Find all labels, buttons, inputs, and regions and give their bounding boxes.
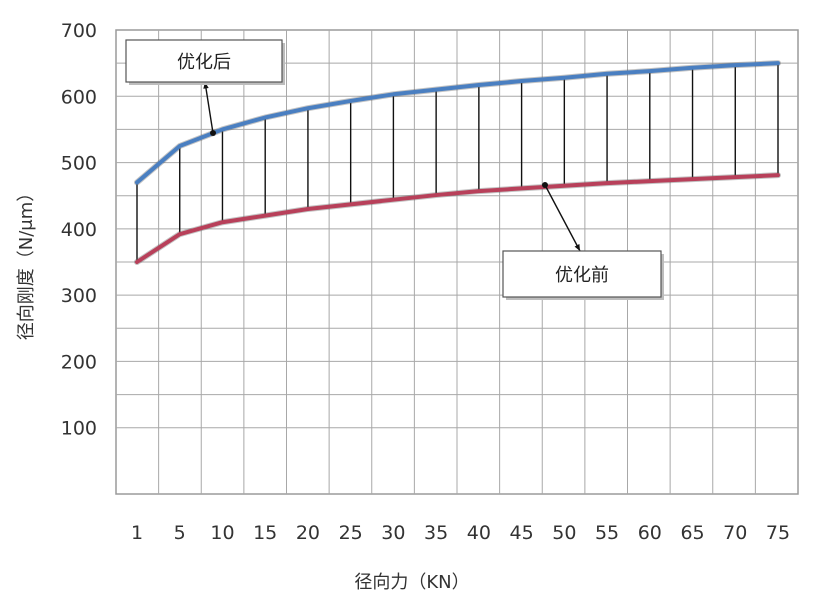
data-point [178, 232, 182, 236]
callout-label: 优化前 [555, 265, 609, 286]
x-tick-label: 25 [339, 522, 363, 544]
x-tick-label: 20 [296, 522, 320, 544]
grid [115, 29, 799, 495]
data-point [220, 220, 225, 224]
data-point [349, 99, 353, 103]
arrowhead [574, 244, 580, 251]
y-tick-labels: 100 200 300 400 500 600 700 [61, 20, 97, 440]
y-tick-label: 500 [61, 153, 97, 175]
x-tick-label: 55 [595, 522, 619, 544]
data-point [776, 173, 780, 177]
data-point [434, 88, 438, 92]
data-point [690, 177, 695, 181]
y-tick-label: 300 [61, 285, 97, 307]
data-point [306, 207, 310, 211]
y-axis-label: 径向刚度（N/μm） [16, 184, 37, 341]
x-tick-label: 60 [638, 522, 662, 544]
data-point [263, 214, 267, 218]
x-tick-label: 10 [210, 522, 234, 544]
x-tick-label: 35 [424, 522, 448, 544]
y-tick-label: 100 [61, 418, 97, 440]
data-point [135, 180, 139, 185]
data-point [520, 186, 524, 191]
arrow-tail-dot [542, 182, 548, 188]
y-tick-label: 700 [61, 20, 97, 42]
data-point [434, 193, 438, 197]
callout-box [125, 39, 283, 83]
data-point [263, 115, 267, 120]
data-point [776, 61, 780, 65]
arrow-tail-dot [210, 130, 216, 136]
x-tick-label: 70 [723, 522, 747, 544]
data-point [562, 184, 566, 188]
series-line-1 [135, 173, 780, 264]
x-tick-labels: 1 5 10 15 20 25 30 35 40 45 50 55 60 65 70 75 [131, 522, 790, 544]
callout-arrow [544, 184, 581, 252]
y-tick-label: 200 [61, 351, 97, 373]
data-point [391, 198, 395, 202]
x-tick-label: 65 [680, 522, 704, 544]
y-tick-label: 600 [61, 86, 97, 108]
callout-label: 优化后 [177, 52, 231, 73]
data-point [605, 181, 609, 185]
series-lines [134, 60, 781, 265]
difference-lines [136, 63, 779, 262]
x-tick-label: 5 [174, 522, 186, 544]
x-axis-label: 径向力（KN） [354, 572, 469, 593]
callout-box [502, 250, 662, 298]
data-point [733, 175, 737, 179]
x-tick-label: 30 [381, 522, 405, 544]
x-tick-label: 50 [552, 522, 576, 544]
data-point [520, 79, 524, 83]
y-tick-label: 400 [61, 219, 97, 241]
data-point [648, 69, 652, 73]
data-point [733, 63, 737, 67]
x-tick-label: 15 [253, 522, 277, 544]
data-point [391, 92, 395, 96]
series-line-0 [135, 61, 780, 185]
data-point [349, 202, 353, 206]
x-tick-label: 75 [766, 522, 790, 544]
data-point [605, 72, 609, 76]
callout-arrow [204, 81, 214, 134]
data-point [648, 179, 652, 183]
data-point [562, 76, 566, 80]
x-tick-label: 1 [131, 522, 143, 544]
x-tick-label: 40 [467, 522, 491, 544]
data-point [306, 106, 310, 110]
data-point [178, 144, 182, 148]
data-point [135, 260, 139, 264]
x-tick-label: 45 [510, 522, 534, 544]
data-point [220, 127, 225, 132]
data-point [477, 83, 481, 87]
data-point [690, 66, 695, 70]
data-point [477, 189, 481, 193]
